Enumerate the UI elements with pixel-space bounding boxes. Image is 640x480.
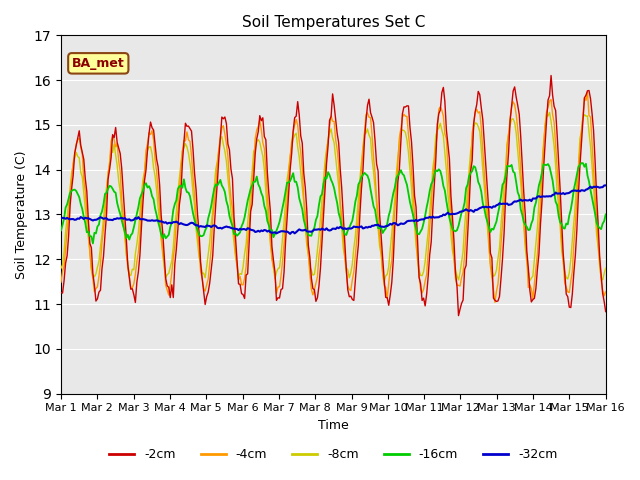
X-axis label: Time: Time [318,419,349,432]
Title: Soil Temperatures Set C: Soil Temperatures Set C [242,15,425,30]
Y-axis label: Soil Temperature (C): Soil Temperature (C) [15,150,28,279]
Text: BA_met: BA_met [72,57,125,70]
Legend: -2cm, -4cm, -8cm, -16cm, -32cm: -2cm, -4cm, -8cm, -16cm, -32cm [104,443,563,466]
